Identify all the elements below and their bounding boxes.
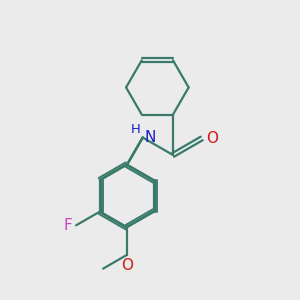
- Text: N: N: [145, 130, 156, 145]
- Text: H: H: [131, 123, 141, 136]
- Text: O: O: [121, 259, 133, 274]
- Text: O: O: [206, 131, 218, 146]
- Text: F: F: [64, 218, 72, 233]
